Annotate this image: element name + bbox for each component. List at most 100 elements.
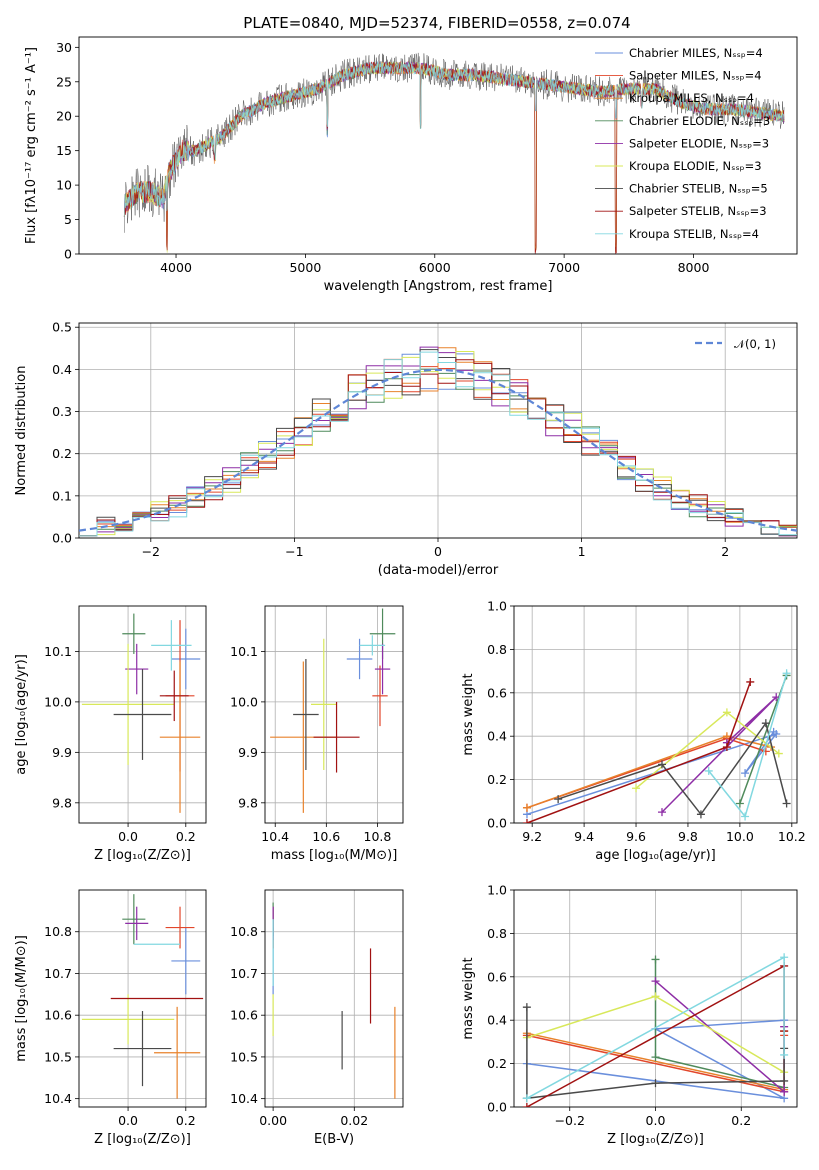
- x-tick-label: 0.2: [176, 1113, 196, 1128]
- weight-marker: [722, 708, 731, 717]
- data-point: [125, 906, 149, 941]
- weight-line-3: [739, 675, 788, 804]
- residual-histogram-8: [79, 351, 797, 537]
- data-point: [165, 906, 195, 949]
- y-tick-label: 20: [56, 109, 72, 124]
- figure-title: PLATE=0840, MJD=52374, FIBERID=0558, z=0…: [243, 14, 630, 32]
- y-tick-label: 30: [56, 40, 72, 55]
- y-tick-label: 0.4: [487, 1013, 507, 1028]
- mass-vs-EBV-frame: [264, 889, 404, 1108]
- x-tick-label: 9.4: [574, 829, 594, 844]
- weight-marker: [651, 955, 660, 964]
- weight-marker: [704, 766, 713, 775]
- data-point: [113, 669, 172, 760]
- age-vs-Z-plot-area: [81, 613, 201, 813]
- data-point: [293, 658, 319, 771]
- y-tick-label: 1.0: [487, 599, 507, 614]
- age-vs-Z-frame: [78, 605, 207, 824]
- x-axis-label: mass [log₁₀(M/M⊙)]: [271, 848, 398, 863]
- y-tick-label: 0.2: [52, 446, 72, 461]
- weight-marker: [761, 747, 770, 756]
- weight-marker: [632, 784, 641, 793]
- spectrum-legend: Chabrier MILES, Nₛₛₚ=4 Salpeter MILES, Nₛ…: [595, 46, 770, 241]
- weight-marker: [657, 808, 666, 817]
- weight-vs-age-frame: [513, 605, 798, 824]
- mass-vs-Z-panel: 0.0 0.2 10.4 10.5 10.6 10.7 10.8 Z [log₁₀(Z/Z⊙)…: [14, 889, 207, 1147]
- weight-vs-age-grid: [514, 605, 797, 824]
- y-tick-label: 25: [56, 74, 72, 89]
- data-point: [81, 643, 175, 765]
- weight-line-5: [635, 711, 780, 789]
- y-tick-label: 10.6: [44, 1008, 72, 1023]
- mass-vs-EBV-plot-area: [272, 902, 396, 1099]
- weight-marker: [772, 693, 781, 702]
- age-vs-mass-frame: [264, 605, 404, 824]
- x-tick-label: 1: [578, 544, 586, 559]
- data-point: [171, 628, 201, 690]
- y-tick-label: 10.7: [230, 966, 258, 981]
- weight-vs-Z-frame: [513, 889, 798, 1108]
- spectrum-plot-area: [123, 52, 785, 254]
- y-axis-label: mass [log₁₀(M/M⊙)]: [14, 935, 29, 1062]
- y-tick-label: 0.0: [52, 531, 72, 546]
- y-tick-label: 1.0: [487, 883, 507, 898]
- weight-line-0: [526, 731, 779, 816]
- weight-marker: [746, 677, 755, 686]
- weight-marker: [696, 810, 705, 819]
- x-tick-label: 10.4: [261, 829, 289, 844]
- weight-marker: [651, 1053, 660, 1062]
- x-axis-label: Z [log₁₀(Z/Z⊙)]: [94, 1132, 191, 1147]
- weight-marker: [741, 812, 750, 821]
- x-axis-label: Z [log₁₀(Z/Z⊙)]: [94, 848, 191, 863]
- age-vs-mass-panel: 10.4 10.6 10.8 9.8 9.9 10.0 10.1 mass [log₁₀(M/…: [230, 605, 404, 863]
- residuals-frame: [78, 322, 798, 539]
- y-tick-label: 9.8: [52, 795, 72, 810]
- y-tick-label: 0.6: [487, 969, 507, 984]
- mass-vs-Z-plot-area: [81, 894, 204, 1099]
- x-axis-label: E(B-V): [314, 1132, 354, 1147]
- weight-marker: [651, 977, 660, 986]
- x-tick-label: 5000: [289, 260, 321, 275]
- weight-marker: [780, 1076, 789, 1085]
- x-tick-label: 10.0: [726, 829, 754, 844]
- legend-entry: Salpeter ELODIE, Nₛₛₚ=3: [629, 136, 769, 150]
- x-axis-label: (data-model)/error: [378, 563, 499, 578]
- weight-marker: [651, 992, 660, 1001]
- legend-entry: Chabrier MILES, Nₛₛₚ=4: [629, 46, 763, 60]
- y-tick-label: 0.2: [487, 772, 507, 787]
- weight-marker: [780, 953, 789, 962]
- residuals-plot-area: [79, 346, 797, 537]
- legend-entry: Kroupa ELODIE, Nₛₛₚ=3: [629, 159, 762, 173]
- weight-vs-age-plot-area: [522, 669, 791, 823]
- x-axis-label: age [log₁₀(age/yr)]: [595, 848, 716, 863]
- y-tick-label: 9.9: [52, 745, 72, 760]
- weight-marker: [769, 727, 778, 736]
- y-tick-label: 0.4: [52, 362, 72, 377]
- x-tick-label: 0.00: [259, 1113, 287, 1128]
- data-point: [113, 1011, 172, 1087]
- y-tick-label: 0.6: [487, 685, 507, 700]
- y-tick-label: 10.0: [44, 694, 72, 709]
- x-tick-label: 4000: [160, 260, 192, 275]
- data-point: [154, 1006, 201, 1099]
- weight-marker: [522, 1103, 531, 1107]
- weight-marker: [774, 749, 783, 758]
- weight-vs-Z-panel: −0.2 0.0 0.2 0.0 0.2 0.4 0.6 0.8 1.0 Z [log₁₀(Z/Z…: [461, 883, 798, 1147]
- y-tick-label: 5: [64, 212, 72, 227]
- y-tick-label: 0.0: [487, 1100, 507, 1115]
- y-tick-label: 0.1: [52, 488, 72, 503]
- weight-vs-Z-plot-area: [522, 953, 789, 1107]
- data-point: [122, 894, 146, 945]
- weight-marker: [782, 799, 791, 808]
- weight-marker: [522, 819, 531, 823]
- x-tick-label: 0.0: [118, 829, 138, 844]
- residuals-panel: −2 −1 0 1 2 0.0 0.1 0.2 0.3 0.4 0.5 (data-model)/er…: [14, 320, 798, 578]
- x-tick-label: 10.2: [778, 829, 806, 844]
- weight-marker: [761, 719, 770, 728]
- data-point: [359, 635, 386, 656]
- normal-legend-label: 𝒩(0, 1): [734, 337, 776, 351]
- data-point: [151, 620, 192, 671]
- y-tick-label: 0.2: [487, 1056, 507, 1071]
- weight-marker: [741, 769, 750, 778]
